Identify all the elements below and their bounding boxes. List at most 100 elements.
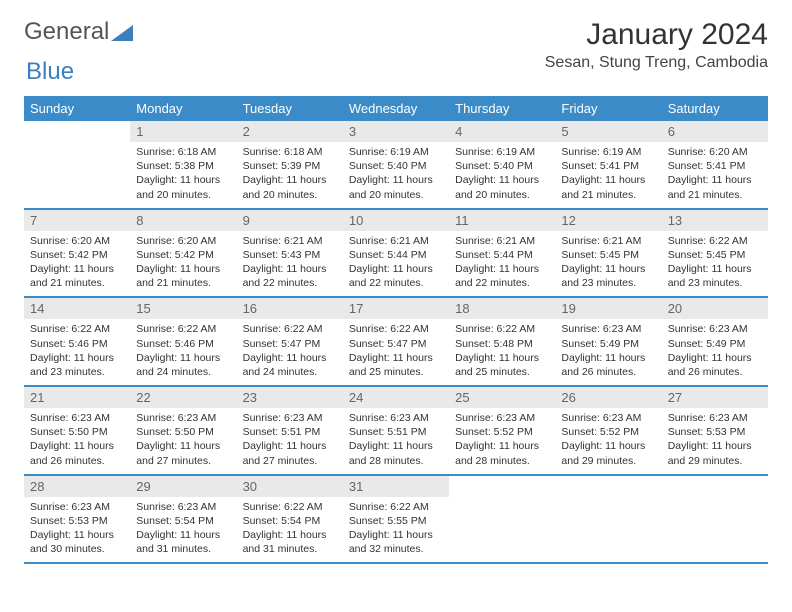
calendar-cell: 15Sunrise: 6:22 AMSunset: 5:46 PMDayligh… <box>130 297 236 386</box>
day-detail: Sunrise: 6:23 AMSunset: 5:54 PMDaylight:… <box>130 497 236 563</box>
day-number: 17 <box>343 298 449 319</box>
calendar-cell: 24Sunrise: 6:23 AMSunset: 5:51 PMDayligh… <box>343 386 449 475</box>
day-header-row: SundayMondayTuesdayWednesdayThursdayFrid… <box>24 96 768 121</box>
calendar-cell: 4Sunrise: 6:19 AMSunset: 5:40 PMDaylight… <box>449 121 555 209</box>
calendar-cell: 1Sunrise: 6:18 AMSunset: 5:38 PMDaylight… <box>130 121 236 209</box>
day-number: 28 <box>24 476 130 497</box>
day-number: 30 <box>237 476 343 497</box>
day-number: 18 <box>449 298 555 319</box>
calendar-cell: 12Sunrise: 6:21 AMSunset: 5:45 PMDayligh… <box>555 209 661 298</box>
calendar-cell: 17Sunrise: 6:22 AMSunset: 5:47 PMDayligh… <box>343 297 449 386</box>
day-header: Thursday <box>449 96 555 121</box>
day-detail: Sunrise: 6:22 AMSunset: 5:54 PMDaylight:… <box>237 497 343 563</box>
calendar-cell <box>662 475 768 564</box>
day-detail: Sunrise: 6:23 AMSunset: 5:51 PMDaylight:… <box>237 408 343 474</box>
calendar-cell: 10Sunrise: 6:21 AMSunset: 5:44 PMDayligh… <box>343 209 449 298</box>
calendar-week-row: 14Sunrise: 6:22 AMSunset: 5:46 PMDayligh… <box>24 297 768 386</box>
day-number: 9 <box>237 210 343 231</box>
day-number: 5 <box>555 121 661 142</box>
calendar-cell: 27Sunrise: 6:23 AMSunset: 5:53 PMDayligh… <box>662 386 768 475</box>
page-title: January 2024 <box>545 18 768 52</box>
day-number: 16 <box>237 298 343 319</box>
logo-triangle-icon <box>111 23 133 41</box>
day-detail: Sunrise: 6:20 AMSunset: 5:42 PMDaylight:… <box>130 231 236 297</box>
day-number: 23 <box>237 387 343 408</box>
day-detail: Sunrise: 6:22 AMSunset: 5:46 PMDaylight:… <box>130 319 236 385</box>
calendar-cell: 19Sunrise: 6:23 AMSunset: 5:49 PMDayligh… <box>555 297 661 386</box>
calendar-cell: 22Sunrise: 6:23 AMSunset: 5:50 PMDayligh… <box>130 386 236 475</box>
calendar-cell: 29Sunrise: 6:23 AMSunset: 5:54 PMDayligh… <box>130 475 236 564</box>
day-detail: Sunrise: 6:22 AMSunset: 5:55 PMDaylight:… <box>343 497 449 563</box>
calendar-cell <box>555 475 661 564</box>
calendar-cell: 9Sunrise: 6:21 AMSunset: 5:43 PMDaylight… <box>237 209 343 298</box>
day-header: Monday <box>130 96 236 121</box>
day-header: Tuesday <box>237 96 343 121</box>
day-number: 25 <box>449 387 555 408</box>
calendar-cell: 25Sunrise: 6:23 AMSunset: 5:52 PMDayligh… <box>449 386 555 475</box>
day-detail: Sunrise: 6:21 AMSunset: 5:44 PMDaylight:… <box>449 231 555 297</box>
calendar-cell: 13Sunrise: 6:22 AMSunset: 5:45 PMDayligh… <box>662 209 768 298</box>
day-number: 27 <box>662 387 768 408</box>
day-detail: Sunrise: 6:19 AMSunset: 5:40 PMDaylight:… <box>343 142 449 208</box>
calendar-cell: 18Sunrise: 6:22 AMSunset: 5:48 PMDayligh… <box>449 297 555 386</box>
day-number: 1 <box>130 121 236 142</box>
day-number: 29 <box>130 476 236 497</box>
day-detail: Sunrise: 6:20 AMSunset: 5:41 PMDaylight:… <box>662 142 768 208</box>
day-detail: Sunrise: 6:23 AMSunset: 5:49 PMDaylight:… <box>555 319 661 385</box>
calendar-cell: 30Sunrise: 6:22 AMSunset: 5:54 PMDayligh… <box>237 475 343 564</box>
day-detail: Sunrise: 6:21 AMSunset: 5:43 PMDaylight:… <box>237 231 343 297</box>
day-number: 2 <box>237 121 343 142</box>
day-number: 21 <box>24 387 130 408</box>
day-header: Saturday <box>662 96 768 121</box>
day-header: Wednesday <box>343 96 449 121</box>
day-number: 12 <box>555 210 661 231</box>
day-number: 10 <box>343 210 449 231</box>
day-number: 19 <box>555 298 661 319</box>
day-number: 6 <box>662 121 768 142</box>
day-number: 13 <box>662 210 768 231</box>
day-detail: Sunrise: 6:22 AMSunset: 5:47 PMDaylight:… <box>237 319 343 385</box>
day-number: 15 <box>130 298 236 319</box>
calendar-week-row: 21Sunrise: 6:23 AMSunset: 5:50 PMDayligh… <box>24 386 768 475</box>
location-subtitle: Sesan, Stung Treng, Cambodia <box>545 54 768 72</box>
logo: General <box>24 18 133 46</box>
calendar-cell <box>24 121 130 209</box>
calendar-cell: 7Sunrise: 6:20 AMSunset: 5:42 PMDaylight… <box>24 209 130 298</box>
calendar-cell: 16Sunrise: 6:22 AMSunset: 5:47 PMDayligh… <box>237 297 343 386</box>
day-number: 24 <box>343 387 449 408</box>
calendar-cell: 20Sunrise: 6:23 AMSunset: 5:49 PMDayligh… <box>662 297 768 386</box>
calendar-cell: 21Sunrise: 6:23 AMSunset: 5:50 PMDayligh… <box>24 386 130 475</box>
day-detail: Sunrise: 6:20 AMSunset: 5:42 PMDaylight:… <box>24 231 130 297</box>
day-detail: Sunrise: 6:22 AMSunset: 5:45 PMDaylight:… <box>662 231 768 297</box>
day-number: 3 <box>343 121 449 142</box>
calendar-week-row: 28Sunrise: 6:23 AMSunset: 5:53 PMDayligh… <box>24 475 768 564</box>
calendar-cell <box>449 475 555 564</box>
calendar-cell: 2Sunrise: 6:18 AMSunset: 5:39 PMDaylight… <box>237 121 343 209</box>
calendar-week-row: 7Sunrise: 6:20 AMSunset: 5:42 PMDaylight… <box>24 209 768 298</box>
calendar-cell: 6Sunrise: 6:20 AMSunset: 5:41 PMDaylight… <box>662 121 768 209</box>
day-number: 4 <box>449 121 555 142</box>
day-number: 20 <box>662 298 768 319</box>
day-detail: Sunrise: 6:21 AMSunset: 5:45 PMDaylight:… <box>555 231 661 297</box>
logo-text-2: Blue <box>26 58 74 85</box>
logo-text-1: General <box>24 18 109 46</box>
day-detail: Sunrise: 6:22 AMSunset: 5:46 PMDaylight:… <box>24 319 130 385</box>
day-detail: Sunrise: 6:21 AMSunset: 5:44 PMDaylight:… <box>343 231 449 297</box>
day-number: 26 <box>555 387 661 408</box>
day-number: 7 <box>24 210 130 231</box>
day-number: 22 <box>130 387 236 408</box>
day-number: 14 <box>24 298 130 319</box>
day-detail: Sunrise: 6:19 AMSunset: 5:41 PMDaylight:… <box>555 142 661 208</box>
day-header: Sunday <box>24 96 130 121</box>
calendar-cell: 3Sunrise: 6:19 AMSunset: 5:40 PMDaylight… <box>343 121 449 209</box>
calendar-cell: 5Sunrise: 6:19 AMSunset: 5:41 PMDaylight… <box>555 121 661 209</box>
day-header: Friday <box>555 96 661 121</box>
calendar-cell: 14Sunrise: 6:22 AMSunset: 5:46 PMDayligh… <box>24 297 130 386</box>
calendar-table: SundayMondayTuesdayWednesdayThursdayFrid… <box>24 96 768 564</box>
day-detail: Sunrise: 6:23 AMSunset: 5:53 PMDaylight:… <box>662 408 768 474</box>
day-detail: Sunrise: 6:18 AMSunset: 5:39 PMDaylight:… <box>237 142 343 208</box>
calendar-cell: 31Sunrise: 6:22 AMSunset: 5:55 PMDayligh… <box>343 475 449 564</box>
day-detail: Sunrise: 6:18 AMSunset: 5:38 PMDaylight:… <box>130 142 236 208</box>
day-detail: Sunrise: 6:23 AMSunset: 5:49 PMDaylight:… <box>662 319 768 385</box>
calendar-cell: 23Sunrise: 6:23 AMSunset: 5:51 PMDayligh… <box>237 386 343 475</box>
